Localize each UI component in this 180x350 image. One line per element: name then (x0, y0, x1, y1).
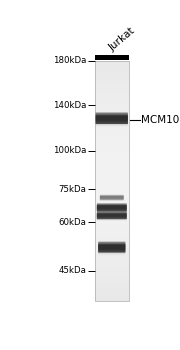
FancyBboxPatch shape (96, 113, 128, 122)
FancyBboxPatch shape (97, 204, 127, 210)
Text: 100kDa: 100kDa (53, 146, 87, 155)
FancyBboxPatch shape (96, 112, 128, 120)
FancyBboxPatch shape (97, 212, 127, 217)
FancyBboxPatch shape (98, 241, 125, 249)
FancyBboxPatch shape (98, 242, 125, 250)
FancyBboxPatch shape (97, 203, 127, 210)
Text: 45kDa: 45kDa (59, 266, 87, 275)
FancyBboxPatch shape (96, 113, 128, 122)
FancyBboxPatch shape (96, 113, 128, 121)
FancyBboxPatch shape (98, 244, 125, 253)
Text: 180kDa: 180kDa (53, 56, 87, 65)
FancyBboxPatch shape (97, 214, 127, 219)
FancyBboxPatch shape (97, 203, 127, 209)
FancyBboxPatch shape (98, 242, 125, 251)
Text: 60kDa: 60kDa (59, 218, 87, 226)
FancyBboxPatch shape (97, 204, 127, 210)
FancyBboxPatch shape (96, 112, 128, 120)
FancyBboxPatch shape (100, 196, 124, 200)
FancyBboxPatch shape (97, 212, 127, 218)
FancyBboxPatch shape (97, 203, 127, 209)
FancyBboxPatch shape (97, 203, 127, 209)
FancyBboxPatch shape (98, 242, 125, 250)
Text: MCM10: MCM10 (141, 115, 179, 125)
FancyBboxPatch shape (98, 242, 125, 251)
Text: 140kDa: 140kDa (53, 101, 87, 110)
FancyBboxPatch shape (97, 212, 127, 218)
Text: Jurkat: Jurkat (107, 26, 137, 53)
FancyBboxPatch shape (97, 205, 127, 211)
FancyBboxPatch shape (97, 211, 127, 217)
FancyBboxPatch shape (96, 115, 128, 124)
FancyBboxPatch shape (97, 204, 127, 210)
FancyBboxPatch shape (97, 211, 127, 217)
FancyBboxPatch shape (97, 212, 127, 218)
FancyBboxPatch shape (98, 242, 125, 250)
FancyBboxPatch shape (97, 212, 127, 217)
FancyBboxPatch shape (97, 204, 127, 210)
FancyBboxPatch shape (97, 203, 127, 209)
FancyBboxPatch shape (98, 242, 125, 251)
FancyBboxPatch shape (98, 241, 125, 249)
FancyBboxPatch shape (96, 112, 128, 121)
FancyBboxPatch shape (98, 243, 125, 251)
FancyBboxPatch shape (97, 212, 127, 217)
FancyBboxPatch shape (96, 113, 128, 122)
Bar (95, 61, 129, 301)
FancyBboxPatch shape (96, 113, 128, 122)
FancyBboxPatch shape (96, 113, 128, 121)
FancyBboxPatch shape (96, 112, 128, 121)
FancyBboxPatch shape (97, 212, 127, 218)
Text: 75kDa: 75kDa (59, 185, 87, 194)
FancyBboxPatch shape (97, 204, 127, 210)
FancyBboxPatch shape (98, 241, 125, 250)
